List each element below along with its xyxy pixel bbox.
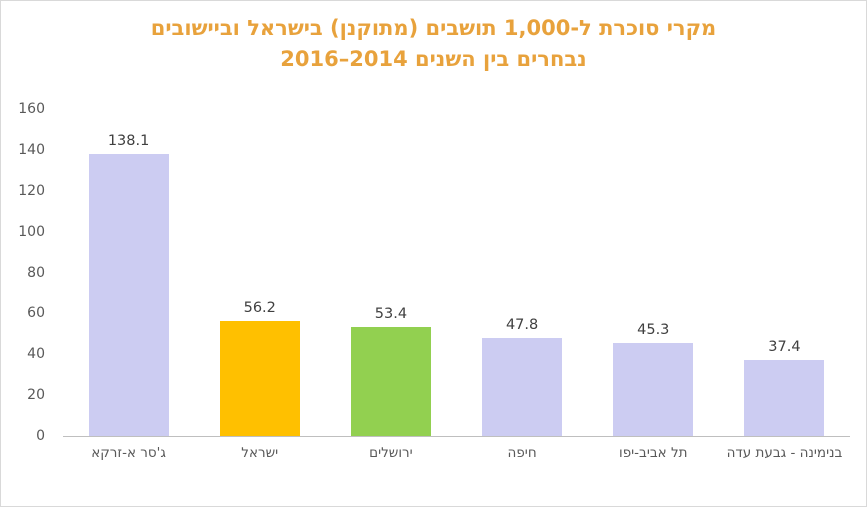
x-axis-category-label: בנימינה - גבעת עדה (726, 445, 843, 461)
y-axis-tick-label: 160 (18, 101, 45, 117)
bar-value-label: 45.3 (637, 322, 670, 339)
bar (613, 343, 694, 436)
y-axis-tick-label: 80 (27, 264, 45, 281)
y-axis: 0 20 40 60 80 100 120 140 160 (1, 1, 51, 506)
bar-column: 53.4 (325, 109, 456, 436)
x-axis-category-label: ירושלים (369, 445, 413, 461)
x-axis-labels: ג'סר א-זרקא ישראל ירושלים חיפה תל אביב-יפו בנ… (63, 444, 850, 462)
y-axis-tick-label: 60 (27, 305, 45, 322)
y-axis-tick-label: 40 (27, 346, 45, 363)
bar (350, 326, 431, 436)
chart-title-line-2: נבחרים בין השנים 2014–2016 (280, 47, 587, 71)
y-axis-tick-label: 140 (18, 141, 45, 158)
bar (744, 359, 825, 436)
x-axis-category-label: חיפה (507, 445, 537, 461)
bar-column: 45.3 (588, 109, 719, 436)
bar-value-label: 138.1 (107, 132, 150, 149)
bar-column: 138.1 (63, 109, 194, 436)
x-axis-category-label: ג'סר א-זרקא (91, 445, 166, 461)
bar-column: 47.8 (457, 109, 588, 436)
x-axis-category-label: ישראל (241, 445, 279, 461)
chart-title-line-1: מקרי סוכרת ל-1,000 תושבים (מתוקנן) בישרא… (150, 16, 717, 40)
bar-column: 37.4 (719, 109, 850, 436)
bar-value-label: 53.4 (374, 305, 408, 322)
bar-value-label: 47.8 (505, 317, 539, 334)
plot-area: 138.1 56.2 53.4 47.8 45.3 37.4 (63, 109, 850, 437)
bar-value-label: 56.2 (243, 300, 276, 317)
bar-value-label: 37.4 (768, 338, 801, 355)
y-axis-tick-label: 100 (18, 223, 45, 240)
y-axis-tick-label: 20 (27, 387, 45, 404)
bar (88, 153, 169, 436)
bar (219, 321, 300, 436)
bar (482, 338, 563, 436)
y-axis-tick-label: 0 (36, 428, 45, 444)
bar-column: 56.2 (194, 109, 325, 436)
chart-title: מקרי סוכרת ל-1,000 תושבים (מתוקנן) בישרא… (1, 13, 866, 75)
y-axis-tick-label: 120 (18, 182, 45, 199)
x-axis-category-label: תל אביב-יפו (619, 445, 688, 461)
